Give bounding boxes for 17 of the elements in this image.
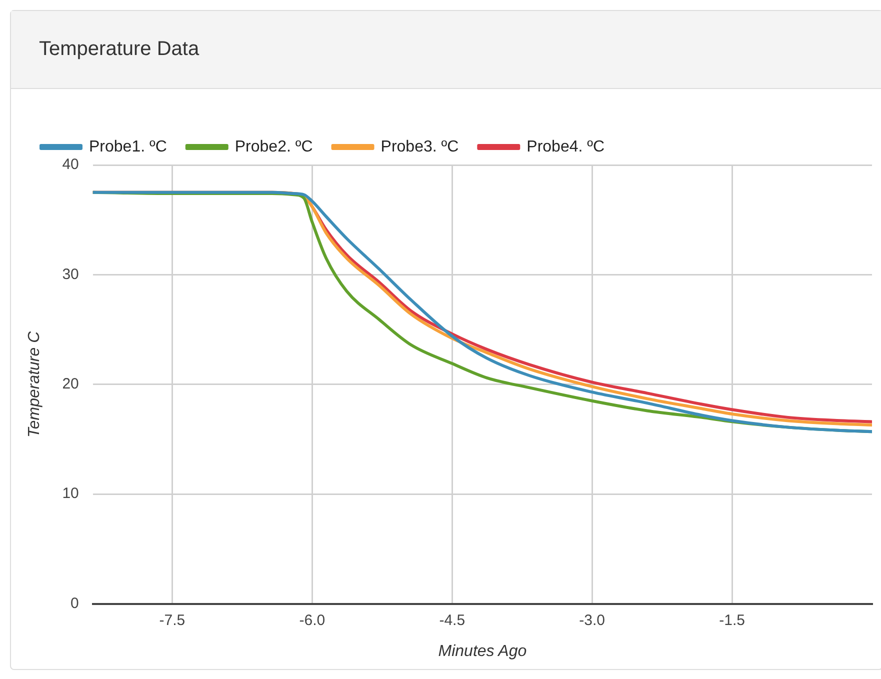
y-tick-label: 20 bbox=[62, 376, 79, 393]
y-tick-label: 30 bbox=[62, 266, 79, 283]
x-tick-label: -3.0 bbox=[579, 612, 606, 629]
chart-title: Temperature Data bbox=[11, 11, 881, 89]
legend-label: Probe4. ºC bbox=[526, 138, 605, 156]
x-tick-label: -4.5 bbox=[439, 612, 466, 629]
y-tick-label: 40 bbox=[62, 156, 79, 174]
y-axis-title: Temperature C bbox=[26, 330, 44, 438]
legend-label: Probe1. ºC bbox=[89, 138, 167, 156]
legend-label: Probe3. ºC bbox=[380, 138, 459, 156]
y-tick-label: 10 bbox=[62, 485, 79, 502]
legend-label: Probe2. ºC bbox=[234, 138, 313, 156]
x-tick-label: -6.0 bbox=[299, 612, 326, 629]
x-axis-title: Minutes Ago bbox=[438, 642, 527, 660]
x-tick-label: -1.5 bbox=[719, 612, 745, 629]
x-tick-label: -7.5 bbox=[159, 612, 186, 629]
y-tick-label: 0 bbox=[70, 594, 79, 612]
